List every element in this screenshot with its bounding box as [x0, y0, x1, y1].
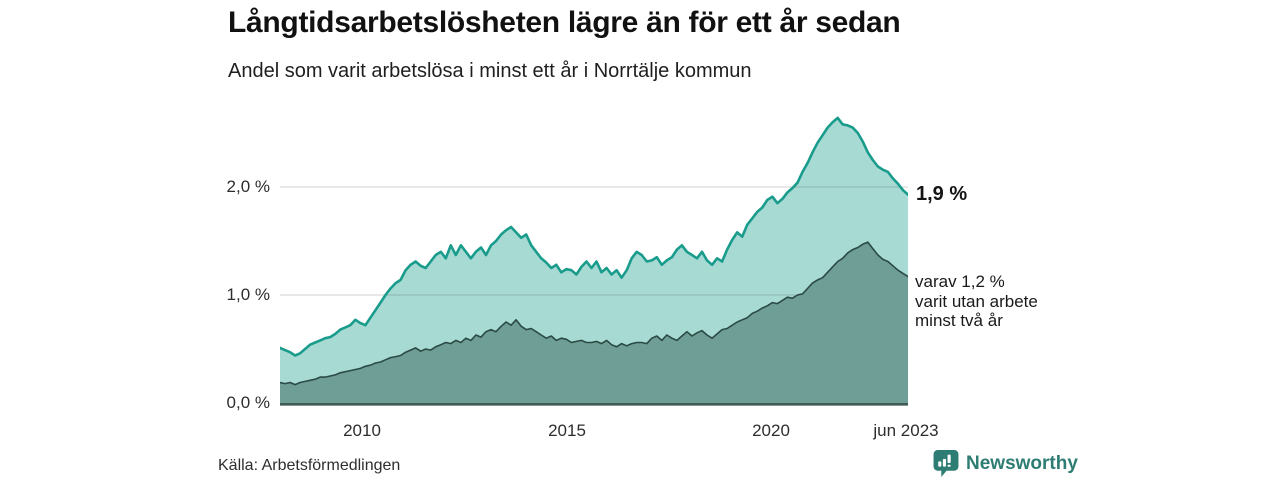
newsworthy-logo-icon	[933, 450, 959, 477]
bar-chart-glyph	[938, 454, 951, 467]
series-total-end-value-label: 1,9 %	[916, 183, 968, 205]
series-two-year-annotation: varav 1,2 % varit utan arbete minst två …	[915, 272, 1038, 331]
y-tick-label-0: 0,0 %	[226, 393, 270, 412]
source-note: Källa: Arbetsförmedlingen	[218, 457, 401, 474]
y-tick-label-1: 1,0 %	[226, 285, 270, 304]
area-chart-plot	[280, 116, 908, 406]
newsworthy-logo: Newsworthy	[933, 450, 1078, 477]
x-tick-label-2015: 2015	[548, 421, 586, 440]
y-tick-label-2: 2,0 %	[226, 177, 270, 196]
x-tick-label-2010: 2010	[343, 421, 381, 440]
x-tick-label-jun-2023: jun 2023	[873, 421, 939, 440]
annotation-line: varit utan arbete	[915, 291, 1038, 311]
page-subtitle: Andel som varit arbetslösa i minst ett å…	[228, 60, 752, 82]
x-tick-label-2020: 2020	[752, 421, 790, 440]
page-title: Långtidsarbetslösheten lägre än för ett …	[228, 6, 901, 39]
annotation-line: minst två år	[915, 311, 1003, 330]
newsworthy-logo-text: Newsworthy	[966, 452, 1078, 474]
annotation-line: varav 1,2 %	[915, 272, 1005, 291]
